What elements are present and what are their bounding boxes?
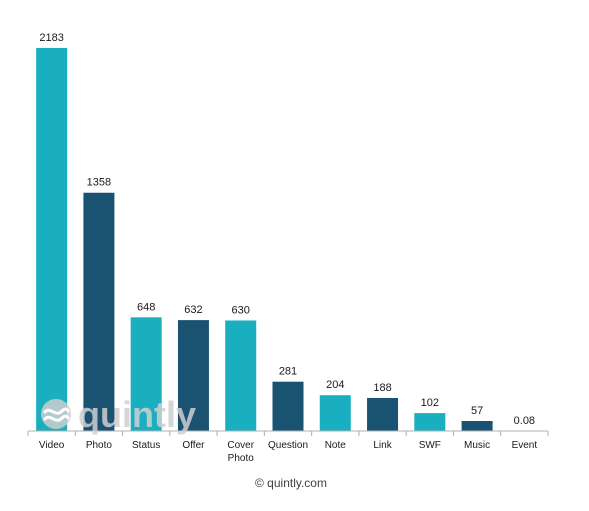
category-label: Photo [86,440,113,451]
bar-offer [177,320,209,431]
value-labels-group: 2183 1358 648 632 630 281 204 188 102 57 0.08 [39,32,535,427]
watermark-text: quintly [78,394,196,435]
category-labels-group: Video Photo Status Offer Cover Photo Question N… [39,440,537,464]
category-label: Status [132,440,160,451]
category-label: Event [512,440,538,451]
category-label: Link [373,440,392,451]
data-label: 204 [326,379,344,391]
watermark: quintly [41,394,196,435]
bar-swf [414,413,446,431]
category-label: Question [268,440,308,451]
category-label: Video [39,440,65,451]
footer-copyright: © quintly.com [255,476,327,490]
category-label: Cover [227,440,254,451]
bar-music [461,420,493,431]
category-label: Offer [182,440,205,451]
data-label: 632 [184,304,202,316]
category-label: Note [325,440,347,451]
data-label: 2183 [39,32,63,44]
data-label: 1358 [87,177,111,189]
bar-link [367,398,399,431]
bar-question [272,381,304,431]
data-label: 188 [373,382,391,394]
bar-status [130,317,162,431]
bar-cover-photo [225,320,257,431]
data-label: 0.08 [514,415,535,427]
data-label: 57 [471,405,483,417]
x-axis-ticks [27,431,549,436]
bar-note [319,395,351,431]
quintly-logo-icon [41,399,71,429]
bars-group [36,48,540,431]
data-label: 281 [279,366,297,378]
data-label: 102 [421,397,439,409]
data-label: 630 [232,304,250,316]
category-label: Photo [228,453,255,464]
bar-video [36,48,68,431]
category-label: Music [464,440,490,451]
bar-photo [83,192,115,431]
data-label: 648 [137,301,155,313]
category-label: SWF [419,440,441,451]
